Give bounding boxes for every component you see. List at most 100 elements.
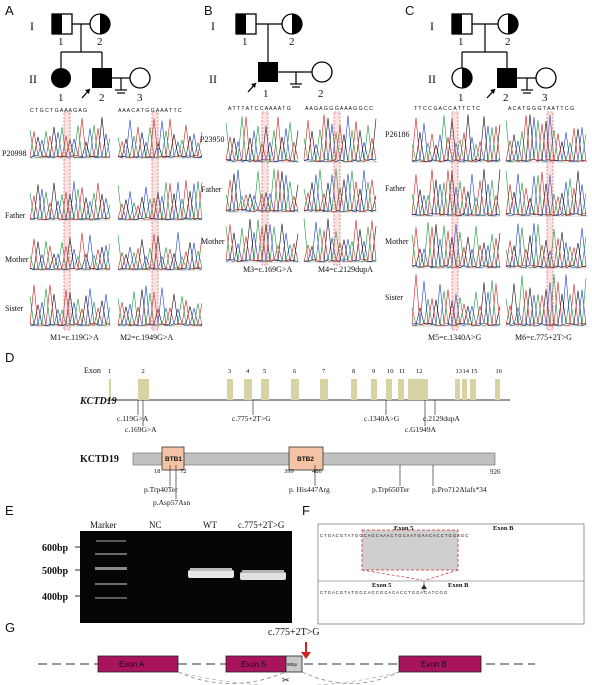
exon-bar bbox=[408, 379, 428, 400]
exon-bar bbox=[398, 379, 404, 400]
row-label: P20998 bbox=[2, 149, 26, 158]
exon-label: Exon B bbox=[493, 525, 514, 532]
sequence-text: A A G A G G G A A A G G C C bbox=[305, 106, 373, 112]
chromatogram-labels: C T G C T G A A A G A G A A A C A T G G … bbox=[2, 106, 574, 342]
panel-a: A I II 1 2 1 2 3 bbox=[5, 3, 151, 104]
mutant-band bbox=[240, 572, 286, 580]
row-label: Sister bbox=[5, 304, 24, 313]
panel-d: D Exon 1 2 3 4 5 6 7 8 9 10 11 12 13 14 15 16 KCTD19 c.… bbox=[5, 350, 510, 507]
retained-region-box bbox=[285, 655, 303, 673]
exon-bars bbox=[109, 379, 500, 400]
row-label: Mother bbox=[385, 237, 409, 246]
exon-number: 14 bbox=[463, 368, 470, 375]
exon-number: 8 bbox=[352, 368, 355, 375]
sequence-text: C T G C T G A A A G A G bbox=[30, 108, 87, 114]
pedigree-proband bbox=[92, 68, 112, 88]
exon-bar bbox=[351, 379, 357, 400]
exon-number: 16 bbox=[496, 368, 503, 375]
row-label: Father bbox=[385, 184, 406, 193]
exon-label: Exon B bbox=[448, 582, 469, 589]
row-label: Father bbox=[5, 211, 26, 220]
panel-f: F C T G A C G T A T G G C A G C A A A C … bbox=[302, 503, 585, 625]
splice-path bbox=[301, 671, 400, 684]
chromatogram-trace bbox=[303, 218, 378, 263]
lane-label: Marker bbox=[90, 520, 117, 530]
lane-label: NC bbox=[149, 520, 162, 530]
gene-variant: c.119G>A bbox=[117, 414, 149, 423]
row-label: Mother bbox=[201, 237, 225, 246]
exon-number: 4 bbox=[246, 368, 250, 375]
svg-text:2: 2 bbox=[99, 92, 105, 104]
panel-letter-g: G bbox=[5, 620, 15, 635]
protein-variant: p.Pro712Alafs*34 bbox=[432, 485, 487, 494]
pedigree-spouse bbox=[129, 67, 151, 89]
wt-band bbox=[188, 570, 234, 578]
panel-b: B I II 1 2 1 2 bbox=[204, 3, 333, 100]
chromatograms bbox=[29, 111, 588, 623]
exon-numbers: 1 2 3 4 5 6 7 8 9 10 11 12 13 14 15 16 bbox=[108, 368, 503, 375]
pedigree-proband bbox=[258, 62, 278, 82]
exon-bar bbox=[455, 379, 460, 400]
chromatogram-trace bbox=[411, 168, 501, 217]
exon-bar bbox=[261, 379, 269, 400]
svg-text:1: 1 bbox=[458, 92, 464, 104]
protein-length: 926 bbox=[490, 468, 501, 476]
exon-number: 3 bbox=[228, 368, 231, 375]
svg-text:II: II bbox=[209, 72, 217, 86]
exon-bar bbox=[470, 379, 476, 400]
panel-letter-e: E bbox=[5, 503, 14, 518]
svg-text:2: 2 bbox=[289, 36, 295, 48]
pedigree-spouse bbox=[311, 61, 333, 83]
chromatogram-trace bbox=[117, 180, 203, 221]
marker-bands bbox=[95, 540, 127, 599]
exon-a-box bbox=[97, 655, 179, 673]
gene-variant: c.775+2T>G bbox=[232, 414, 271, 423]
chromatogram-trace bbox=[303, 114, 378, 163]
gene-variant: c.2129dupA bbox=[423, 414, 460, 423]
variant-highlight bbox=[333, 111, 341, 266]
panel-c: C I II 1 2 1 2 3 bbox=[405, 3, 557, 104]
domain-end: 72 bbox=[180, 468, 187, 475]
domain-start: 399 bbox=[284, 468, 294, 475]
exon-number: 15 bbox=[471, 368, 478, 375]
size-label: 400bp bbox=[42, 592, 69, 603]
variant-highlight bbox=[151, 111, 159, 331]
svg-text:3: 3 bbox=[137, 92, 143, 104]
mutation-label: M1=c.119G>A bbox=[50, 333, 99, 342]
sequence-text: C T G A C G T A T G G C A G C A A A C T … bbox=[320, 533, 468, 538]
chromatogram-trace bbox=[117, 285, 203, 327]
row-label: Father bbox=[201, 185, 222, 194]
gene-name: KCTD19 bbox=[79, 396, 117, 407]
exon-bar bbox=[227, 379, 233, 400]
chromatogram-trace bbox=[303, 168, 378, 213]
exon-label: Exon 5 bbox=[394, 525, 414, 532]
exon-bar bbox=[495, 379, 500, 400]
exon-bar bbox=[386, 379, 392, 400]
exon-bar bbox=[244, 379, 252, 400]
sequence-text: A A A C A T G G A A A T T C bbox=[118, 108, 182, 114]
lane-label: WT bbox=[203, 520, 217, 530]
exon-number: 12 bbox=[416, 368, 423, 375]
svg-text:BTB2: BTB2 bbox=[297, 456, 314, 463]
svg-text:I: I bbox=[211, 19, 215, 33]
svg-text:2: 2 bbox=[97, 36, 103, 48]
svg-text:3: 3 bbox=[542, 92, 548, 104]
pedigree-proband bbox=[497, 68, 517, 88]
svg-text:1: 1 bbox=[242, 36, 248, 48]
variant-highlight bbox=[546, 111, 554, 331]
svg-text:I: I bbox=[430, 19, 434, 33]
sequence-text: C T G A C G T A T G G C A G C G C A C A … bbox=[320, 590, 447, 595]
domain-btb2 bbox=[288, 446, 324, 471]
pedigree-spouse bbox=[535, 67, 557, 89]
panel-e: E Marker NC WT c.775+2T>G 600bp 500bp 40… bbox=[5, 503, 292, 623]
panel-letter-a: A bbox=[5, 3, 14, 18]
lane-label: c.775+2T>G bbox=[238, 520, 285, 530]
exon-bar bbox=[371, 379, 377, 400]
protein-variant: p.Asp57Asn bbox=[153, 498, 191, 507]
splice-variant-label: c.775+2T>G bbox=[268, 627, 320, 638]
panel-g: G Exon A Exon 5 Exon B 90bp c.775+2T>G ✂ bbox=[5, 620, 535, 685]
exon-bar bbox=[291, 379, 299, 400]
exon-number: 13 bbox=[456, 368, 463, 375]
variant-highlight bbox=[451, 111, 459, 331]
